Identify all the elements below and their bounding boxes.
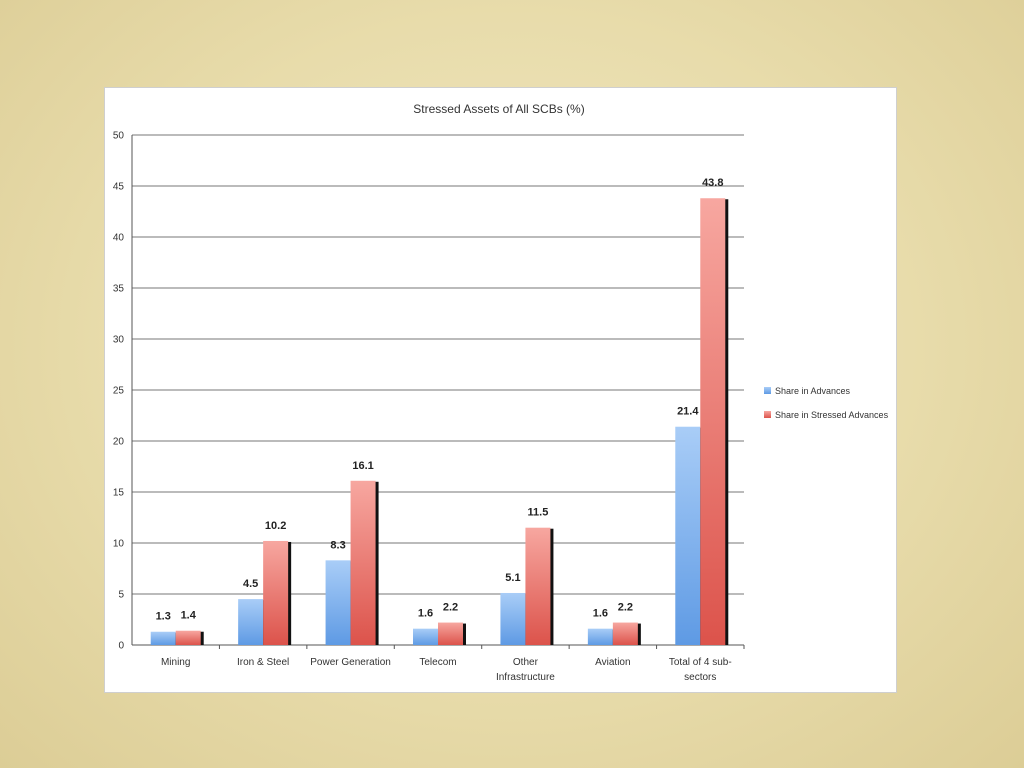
chart-panel: Stressed Assets of All SCBs (%) 0 5 10 15 20… [104,87,897,693]
x-category-label: Power Generation [310,657,391,668]
bar-share-in-stressed-advances [700,198,726,645]
data-label: 4.5 [243,578,258,590]
data-label: 1.6 [418,608,433,620]
y-tick-label: 15 [113,488,125,499]
bar-share-in-advances [325,560,351,645]
y-tick-label: 5 [118,590,124,601]
x-category-label: Mining [161,657,190,668]
bar-share-in-stressed-advances [263,540,289,645]
bar-share-in-advances [238,599,264,645]
bar-share-in-advances [587,628,613,645]
gridlines [132,134,744,595]
x-category-label: Infrastructure [496,672,555,683]
data-label: 10.2 [265,520,286,532]
data-label: 2.2 [618,602,633,614]
x-category-label: Other [513,657,539,668]
x-category-label: Total of 4 sub- [669,657,732,668]
y-tick-label: 20 [113,437,125,448]
bar-share-in-advances [675,426,701,645]
y-tick-label: 35 [113,284,125,295]
y-tick-label: 45 [113,182,125,193]
data-label: 16.1 [352,460,373,472]
data-label: 11.5 [528,507,549,519]
x-category-label: Aviation [595,657,630,668]
data-label: 1.6 [593,608,608,620]
bar-share-in-stressed-advances [525,527,551,645]
data-label: 1.3 [156,611,171,623]
bar-share-in-stressed-advances [612,622,638,645]
bars [150,198,729,645]
y-tick-label: 40 [113,233,125,244]
data-label: 21.4 [677,406,699,418]
x-category-label: sectors [684,672,716,683]
legend-label: Share in Stressed Advances [775,410,889,420]
y-tick-label: 50 [113,131,125,142]
bar-share-in-stressed-advances [175,630,201,645]
bar-share-in-stressed-advances [438,622,463,645]
y-tick-label: 0 [118,641,124,652]
chart-title: Stressed Assets of All SCBs (%) [413,102,584,116]
data-label: 1.4 [181,610,197,622]
bar-share-in-stressed-advances [350,480,376,645]
legend-label: Share in Advances [775,386,851,396]
y-tick-label: 30 [113,335,125,346]
bar-share-in-advances [150,631,176,645]
data-labels: 1.3 1.4 4.5 10.2 8.3 16.1 1.6 2.2 5.1 11.5 1.6 2.2 2… [156,177,724,623]
bar-share-in-advances [413,628,438,645]
x-category-label: Iron & Steel [237,657,289,668]
bar-share-in-advances [500,592,526,645]
y-tick-label: 25 [113,386,125,397]
legend-swatch [764,411,771,418]
x-category-label: Telecom [419,657,456,668]
y-tick-label: 10 [113,539,125,550]
legend: Share in Advances Share in Stressed Advan… [764,386,889,420]
data-label: 43.8 [702,177,723,189]
legend-swatch [764,387,771,394]
data-label: 5.1 [505,572,520,584]
axes: 0 5 10 15 20 25 30 35 40 45 50 Mining Iron & Steel Po… [113,131,745,683]
data-label: 2.2 [443,602,458,614]
data-label: 8.3 [330,539,345,551]
bar-chart: Stressed Assets of All SCBs (%) 0 5 10 15 20… [113,102,889,683]
